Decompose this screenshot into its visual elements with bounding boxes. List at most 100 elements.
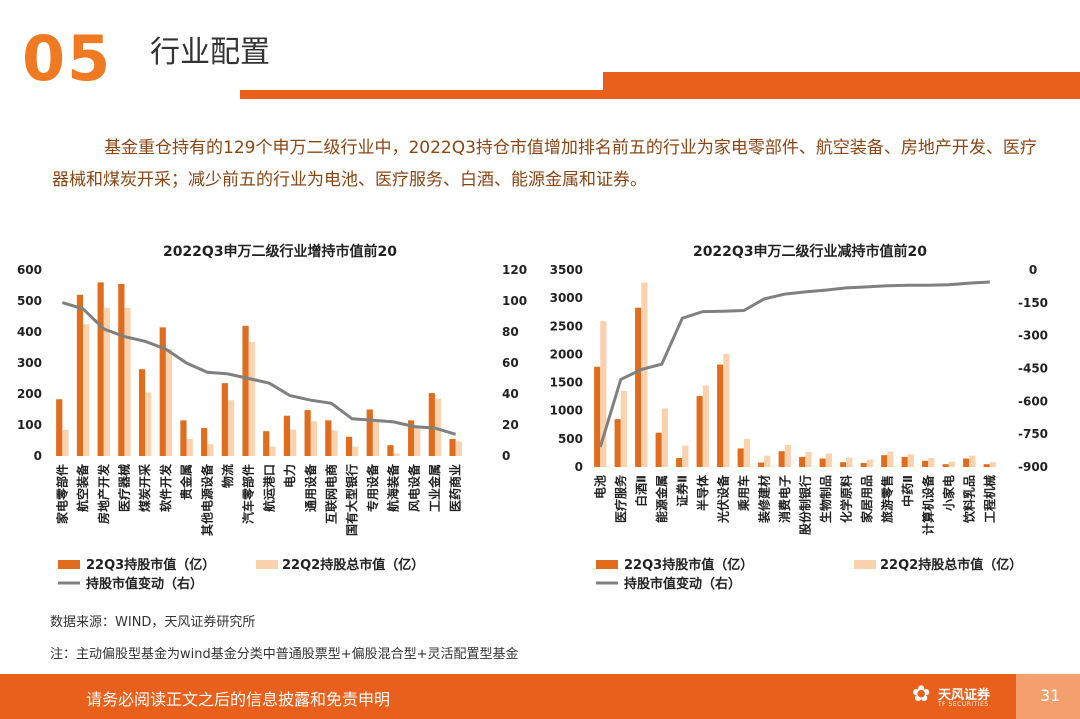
dec-category-label: 装修建材 xyxy=(756,475,771,524)
inc-category-label: 航空装备 xyxy=(75,463,90,512)
inc-left-tick: 500 xyxy=(17,294,42,308)
inc-bar-q3 xyxy=(366,409,373,456)
inc-bar-q2 xyxy=(124,307,131,456)
inc-bar-q3 xyxy=(387,445,394,456)
dec-category-label: 生物制品 xyxy=(818,475,833,523)
inc-bar-q3 xyxy=(138,369,146,456)
inc-bar-q3 xyxy=(56,399,63,456)
inc-right-tick: 20 xyxy=(502,418,519,432)
inc-bar-q3 xyxy=(345,436,353,456)
dec-category-label: 消费电子 xyxy=(777,475,792,523)
inc-bar-q2 xyxy=(103,307,110,456)
inc-legend-q2-swatch xyxy=(256,560,278,569)
dec-right-tick: -300 xyxy=(1018,329,1048,343)
dec-category-label: 家居用品 xyxy=(859,475,874,523)
inc-category-label: 工业金属 xyxy=(427,464,442,512)
dec-bar-q2 xyxy=(928,457,935,467)
dec-bar-q2 xyxy=(866,459,873,467)
inc-right-tick: 60 xyxy=(502,356,519,370)
inc-legend-change-label: 持股市值变动（右） xyxy=(86,576,203,592)
dec-bar-q3 xyxy=(881,455,888,467)
inc-category-label: 煤炭开采 xyxy=(137,464,152,512)
inc-bar-q2 xyxy=(83,324,90,456)
inc-category-label: 软件开发 xyxy=(158,463,173,512)
dec-legend-q3-swatch xyxy=(596,560,618,569)
dec-category-label: 小家电 xyxy=(941,475,956,511)
dec-bar-q2 xyxy=(764,455,771,467)
dec-left-tick: 0 xyxy=(575,460,583,474)
inc-bar-q3 xyxy=(325,420,332,456)
dec-left-tick: 3000 xyxy=(550,291,583,305)
dec-bar-q2 xyxy=(989,462,996,467)
inc-bar-q2 xyxy=(372,419,380,456)
footer-disclaimer-link[interactable]: 请务必阅读正文之后的信息披露和免责申明 xyxy=(86,690,391,709)
inc-left-tick: 0 xyxy=(34,449,42,463)
inc-bar-q3 xyxy=(449,438,456,456)
dec-legend-q2-label: 22Q2持股总市值（亿） xyxy=(880,557,1022,573)
dec-bar-q2 xyxy=(743,438,750,467)
dec-bar-q3 xyxy=(717,364,724,467)
intro-paragraph: 基金重仓持有的129个申万二级行业中，2022Q3持仓市值增加排名前五的行业为家… xyxy=(52,138,1037,190)
inc-left-tick: 200 xyxy=(17,387,42,401)
dec-bar-q3 xyxy=(983,464,990,467)
inc-bar-q3 xyxy=(242,325,249,456)
header-accent-bar xyxy=(603,72,1080,92)
dec-category-label: 计算机设备 xyxy=(920,474,935,535)
inc-category-label: 航运港口 xyxy=(261,464,276,512)
dec-bar-q2 xyxy=(620,391,627,467)
inc-right-tick: 120 xyxy=(502,263,527,277)
dec-bar-q2 xyxy=(784,445,791,467)
section-title: 行业配置 xyxy=(150,35,270,70)
dec-right-tick: 0 xyxy=(1029,263,1037,277)
dec-category-label: 旅游零售 xyxy=(879,475,894,523)
dec-change-line xyxy=(598,280,990,448)
inc-right-tick: 40 xyxy=(502,387,519,401)
inc-bar-q3 xyxy=(97,282,104,456)
dec-bar-q2 xyxy=(682,445,689,467)
inc-category-label: 物流 xyxy=(220,464,235,488)
section-number: 05 xyxy=(22,22,113,95)
dec-bar-q3 xyxy=(676,457,683,467)
inc-bar-q2 xyxy=(227,400,235,456)
source-note: 数据来源：WIND，天风证券研究所 xyxy=(50,615,256,630)
inc-bar-q2 xyxy=(393,453,400,456)
inc-category-label: 风电设备 xyxy=(406,463,421,512)
inc-bar-q2 xyxy=(434,398,442,456)
inc-bar-q2 xyxy=(186,438,193,456)
inc-left-tick: 600 xyxy=(17,263,42,277)
dec-bar-q3 xyxy=(696,396,703,467)
dec-bar-q3 xyxy=(963,458,970,467)
dec-left-tick: 2500 xyxy=(550,319,583,333)
inc-bar-q3 xyxy=(408,420,415,456)
inc-bar-q2 xyxy=(455,441,462,456)
inc-bar-q2 xyxy=(352,446,359,456)
footnote: 注：主动偏股型基金为wind基金分类中普通股票型+偏股混合型+灵活配置型基金 xyxy=(50,647,519,662)
inc-category-label: 汽车零部件 xyxy=(241,464,256,524)
inc-category-label: 医药商业 xyxy=(448,464,463,512)
inc-bar-q2 xyxy=(269,446,276,456)
dec-category-label: 中药Ⅱ xyxy=(900,475,915,507)
inc-category-label: 互联网电商 xyxy=(323,464,338,524)
dec-left-tick: 1500 xyxy=(550,376,583,390)
dec-bar-q2 xyxy=(846,457,853,467)
page-number: 31 xyxy=(1040,686,1061,705)
dec-legend-q3-label: 22Q3持股市值（亿） xyxy=(624,557,753,573)
inc-category-label: 电力 xyxy=(282,464,297,488)
dec-bar-q2 xyxy=(600,321,607,467)
dec-category-label: 白酒Ⅱ xyxy=(633,475,648,507)
inc-category-label: 航海装备 xyxy=(386,463,401,512)
dec-category-label: 证券Ⅱ xyxy=(674,475,689,507)
charts-svg: 2022Q3申万二级行业增持市值前20010020030040050060002… xyxy=(17,243,1048,592)
inc-chart-title: 2022Q3申万二级行业增持市值前20 xyxy=(163,243,397,260)
dec-bar-q3 xyxy=(655,432,662,467)
dec-bar-q3 xyxy=(737,448,744,467)
inc-bar-q3 xyxy=(283,415,291,456)
inc-legend-q3-swatch xyxy=(58,560,80,569)
dec-bar-q3 xyxy=(819,458,826,467)
inc-bar-q3 xyxy=(159,327,166,456)
dec-category-label: 医疗服务 xyxy=(613,474,628,523)
inc-category-label: 通用设备 xyxy=(303,463,318,512)
dec-category-label: 半导体 xyxy=(695,474,710,511)
dec-bar-q3 xyxy=(594,366,601,467)
header-accent-line xyxy=(240,90,1080,99)
